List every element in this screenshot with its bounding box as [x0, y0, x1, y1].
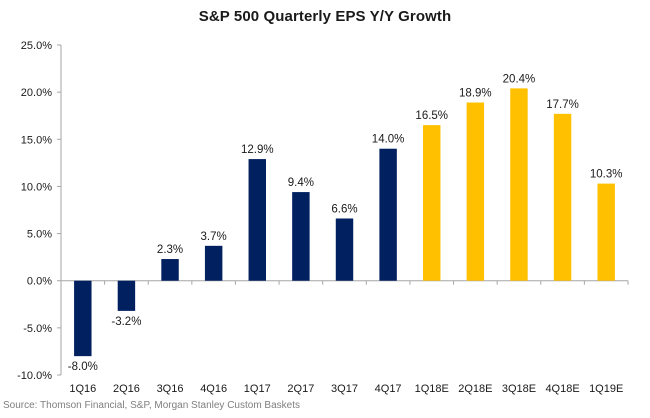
source-note: Source: Thomson Financial, S&P, Morgan S… — [3, 400, 300, 411]
x-tick-label: 3Q16 — [157, 383, 184, 395]
data-label: -8.0% — [68, 361, 98, 373]
x-tick-label: 1Q16 — [69, 383, 96, 395]
x-tick-label: 1Q18E — [415, 383, 449, 395]
bar-1Q19E — [597, 183, 615, 281]
x-tick-label: 1Q17 — [244, 383, 271, 395]
x-tick-label: 4Q18E — [545, 383, 579, 395]
y-tick-label: -5.0% — [23, 323, 52, 335]
y-tick-label: 0.0% — [27, 276, 52, 288]
bar-4Q16 — [204, 245, 223, 281]
x-tick-label: 2Q17 — [287, 383, 314, 395]
y-tick-label: -10.0% — [17, 370, 52, 382]
data-label: 3.7% — [201, 231, 227, 243]
data-label: 10.3% — [590, 169, 623, 181]
bar-3Q17 — [335, 218, 354, 281]
bar-2Q17 — [292, 192, 310, 281]
x-tick-label: 2Q18E — [458, 383, 492, 395]
data-label: 9.4% — [288, 177, 314, 189]
data-label: 17.7% — [546, 99, 579, 111]
bar-3Q18E — [510, 88, 528, 281]
bar-1Q16 — [74, 280, 92, 357]
y-tick-label: 10.0% — [21, 181, 52, 193]
y-tick-label: 5.0% — [27, 229, 52, 241]
x-tick-label: 2Q16 — [113, 383, 140, 395]
data-label: 14.0% — [372, 134, 405, 146]
x-tick-label: 3Q18E — [502, 383, 536, 395]
x-tick-label: 4Q17 — [375, 383, 402, 395]
data-label: -3.2% — [111, 316, 141, 328]
bar-1Q17 — [248, 159, 266, 281]
bar-2Q18E — [466, 102, 485, 281]
bar-3Q16 — [161, 259, 179, 281]
x-tick-label: 4Q16 — [200, 383, 227, 395]
bar-4Q17 — [379, 148, 397, 281]
data-label: 16.5% — [415, 110, 448, 122]
x-tick-label: 1Q19E — [589, 383, 623, 395]
data-label: 6.6% — [331, 203, 357, 215]
bar-2Q16 — [117, 280, 136, 311]
y-tick-label: 25.0% — [21, 40, 52, 52]
chart-title: S&P 500 Quarterly EPS Y/Y Growth — [198, 8, 452, 25]
y-tick-label: 20.0% — [21, 87, 52, 99]
bar-4Q18E — [553, 113, 572, 281]
x-tick-label: 3Q17 — [331, 383, 358, 395]
y-tick-label: 15.0% — [21, 134, 52, 146]
data-label: 20.4% — [503, 73, 536, 85]
bar-1Q18E — [423, 125, 441, 281]
data-label: 12.9% — [241, 144, 274, 156]
data-label: 18.9% — [459, 88, 492, 100]
data-label: 2.3% — [157, 244, 183, 256]
